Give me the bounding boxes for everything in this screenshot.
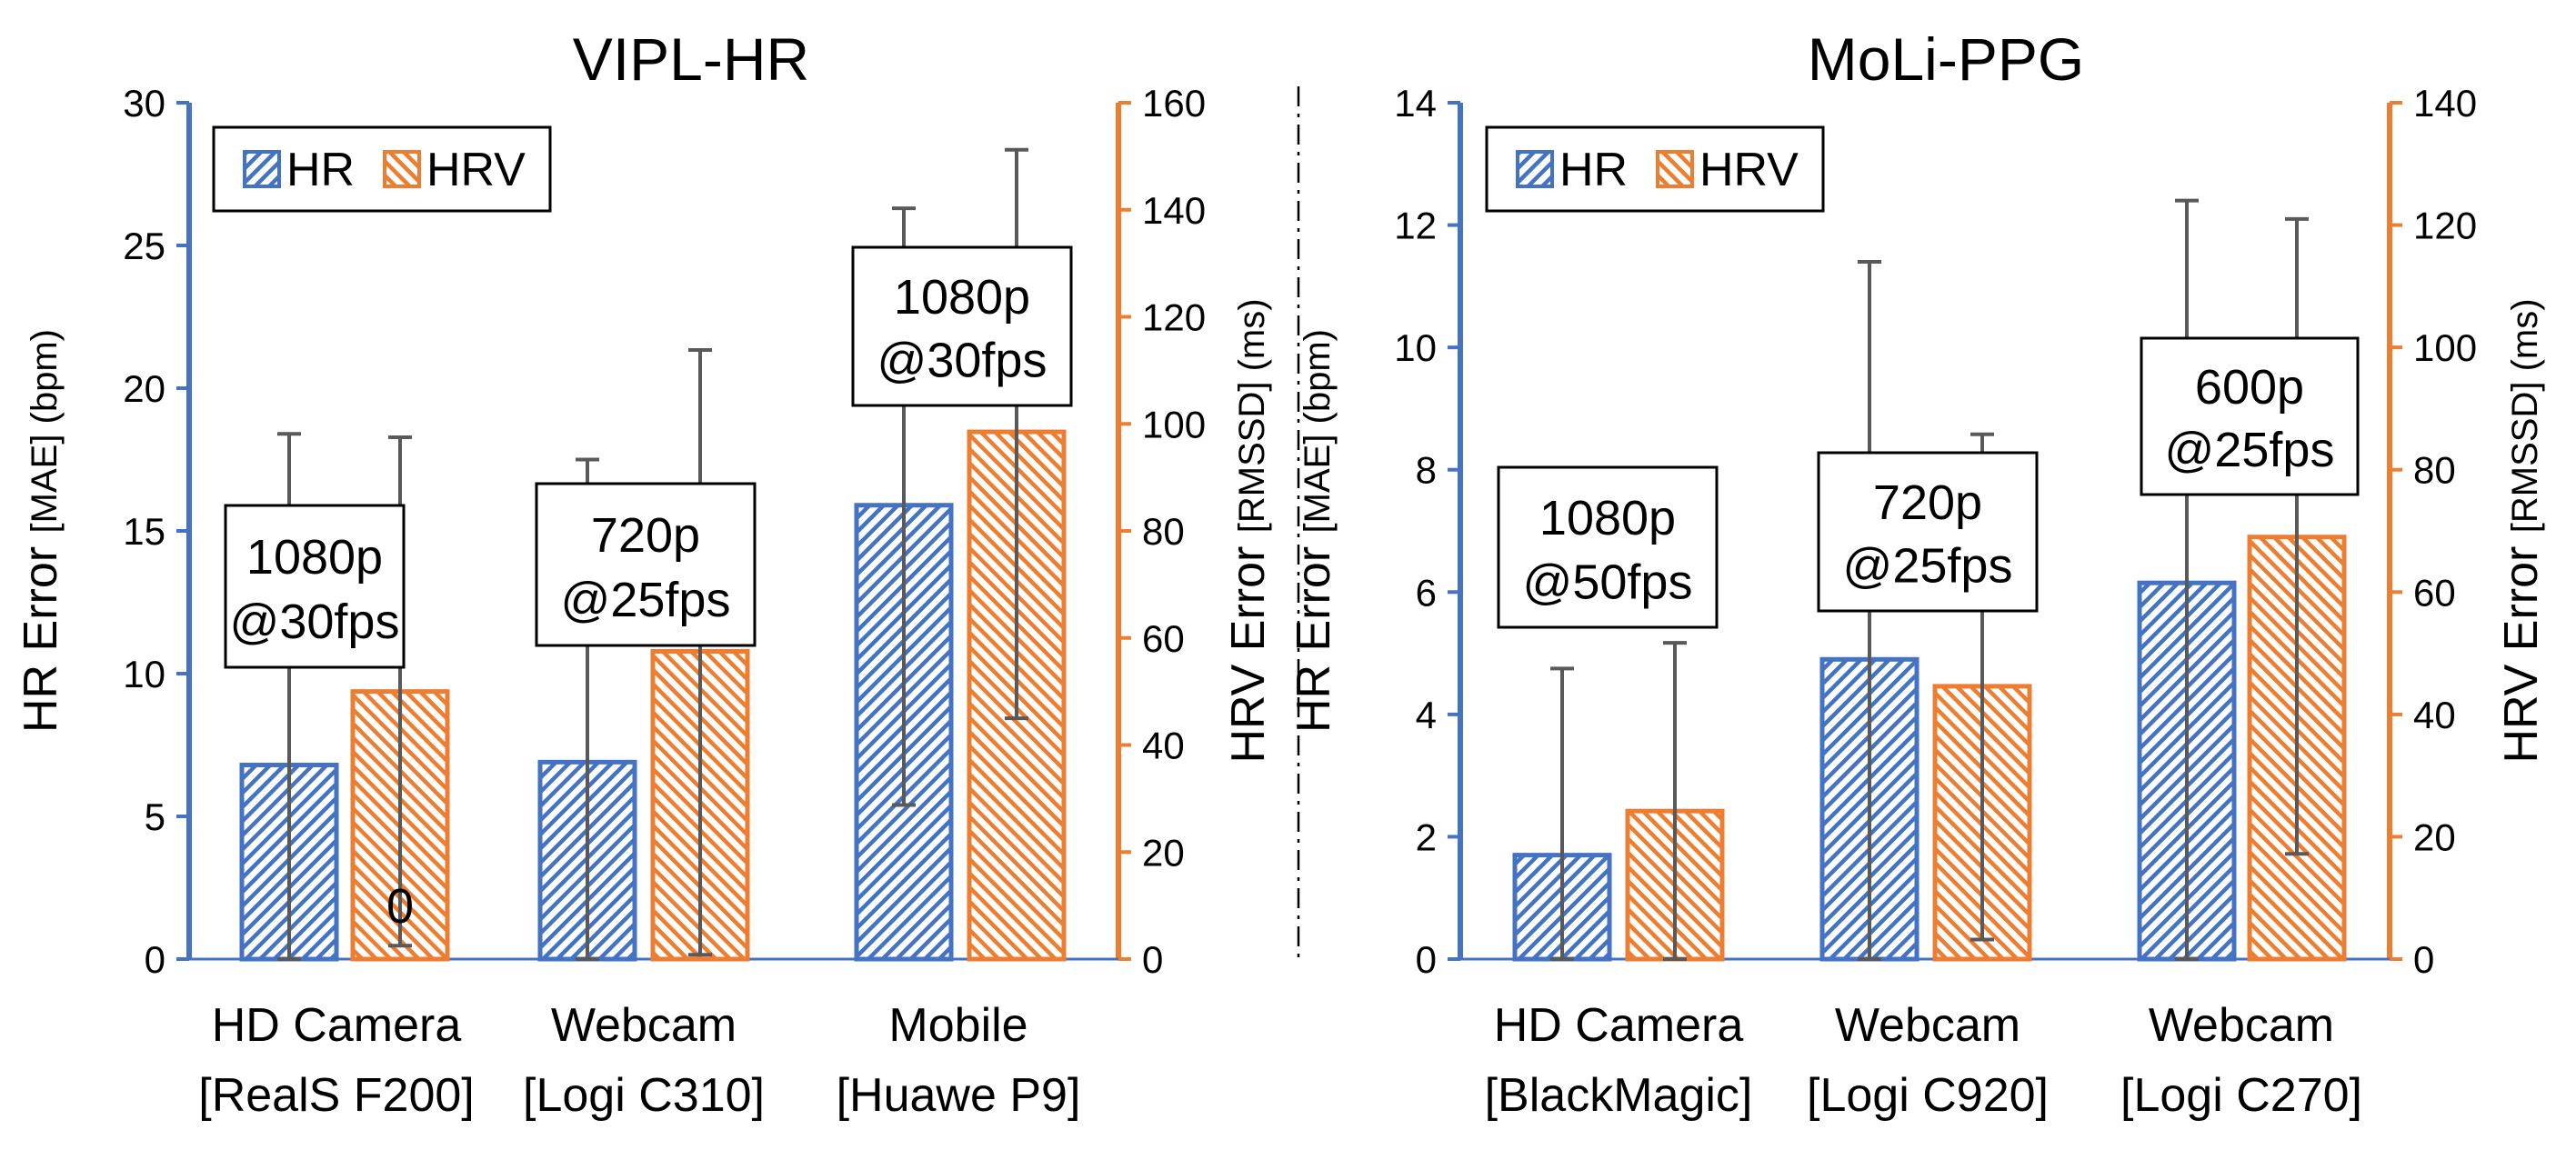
left-axis-tick-label: 15 [123, 510, 165, 553]
resolution-annotation-box [851, 245, 1073, 407]
annotation-framerate: @30fps [877, 334, 1047, 388]
legend-swatch-hrv [383, 150, 421, 188]
legend-label-hr: HR [286, 144, 355, 196]
legend-swatch-hr [243, 150, 281, 188]
right-axis-tick-label: 60 [2413, 571, 2456, 614]
right-axis-tick-label: 160 [1142, 82, 1206, 125]
right-axis-tick-label: 140 [1142, 189, 1206, 232]
right-axis-tick-label: 40 [2413, 694, 2456, 736]
annotation-resolution: 600p [2195, 360, 2304, 415]
bar-data-label: 0 [386, 879, 414, 934]
left-axis-tick-label: 30 [123, 82, 165, 125]
resolution-annotation-box [224, 504, 406, 669]
right-axis-label: HRV Error [RMSSD] (ms) [2495, 298, 2548, 763]
annotation-framerate: @25fps [2165, 423, 2335, 477]
annotation-resolution: 1080p [1539, 491, 1676, 545]
category-sublabel: [Logi C310] [523, 1069, 765, 1122]
left-axis-tick-label: 4 [1416, 694, 1437, 736]
right-axis-tick-label: 80 [2413, 449, 2456, 492]
left-axis-label: HR Error [MAE] (bpm) [1288, 329, 1340, 733]
right-axis-tick-label: 20 [1142, 831, 1185, 874]
right-axis-tick-label: 140 [2413, 82, 2477, 125]
category-label: Webcam [2149, 999, 2334, 1052]
vipl-hr-panel: VIPL-HR 0 5 10 15 20 25 30 0 20 40 60 80 100 120 140 160… [15, 25, 1275, 1122]
left-axis-tick-label: 8 [1416, 449, 1437, 492]
moli-ppg-panel: MoLi-PPG02468101214020406080100120140HR … [1288, 25, 2548, 1122]
left-axis-tick-label: 5 [145, 795, 165, 838]
annotation-resolution: 1080p [894, 270, 1030, 325]
category-sublabel: [Huawe P9] [837, 1069, 1081, 1122]
category-sublabel: [Logi C270] [2120, 1069, 2362, 1122]
right-axis-tick-label: 100 [2413, 326, 2477, 369]
annotation-framerate: @50fps [1523, 555, 1693, 609]
left-axis-tick-label: 0 [1416, 938, 1437, 981]
right-axis-tick-label: 0 [2413, 938, 2434, 981]
category-sublabel: [RealS F200] [198, 1069, 475, 1122]
right-axis-tick-label: 120 [1142, 296, 1206, 339]
legend-swatch-hrv [1656, 150, 1694, 188]
category-sublabel: [BlackMagic] [1485, 1069, 1753, 1122]
left-axis-tick-label: 14 [1394, 82, 1437, 125]
category-label: Mobile [888, 999, 1027, 1052]
category-label: HD Camera [1494, 999, 1744, 1052]
right-axis-tick-label: 60 [1142, 617, 1185, 660]
resolution-annotation-box [1817, 451, 2039, 613]
right-axis-tick-label: 100 [1142, 403, 1206, 445]
annotation-resolution: 720p [1873, 475, 1982, 530]
resolution-annotation-box [1497, 465, 1719, 629]
annotation-framerate: @30fps [230, 595, 400, 649]
annotation-framerate: @25fps [1843, 539, 2013, 594]
category-label: HD Camera [212, 999, 462, 1052]
left-axis-tick-label: 25 [123, 225, 165, 267]
right-axis-tick-label: 40 [1142, 725, 1185, 767]
left-axis-tick-label: 0 [145, 938, 165, 981]
category-label: Webcam [551, 999, 737, 1052]
legend-box [1485, 125, 1825, 213]
legend-label-hr: HR [1559, 144, 1628, 196]
resolution-annotation-box [535, 482, 757, 647]
left-axis-tick-label: 10 [1394, 326, 1437, 369]
left-axis-tick-label: 20 [123, 367, 165, 410]
resolution-annotation-box [2140, 336, 2360, 496]
category-label: Webcam [1835, 999, 2020, 1052]
annotation-framerate: @25fps [561, 573, 731, 627]
left-axis-tick-label: 2 [1416, 815, 1437, 858]
right-axis-tick-label: 20 [2413, 815, 2456, 858]
left-axis-tick-label: 10 [123, 653, 165, 695]
legend-label-hrv: HRV [426, 144, 526, 196]
left-axis-label: HR Error [MAE] (bpm) [15, 329, 67, 733]
left-axis-tick-label: 6 [1416, 571, 1437, 614]
right-axis-label: HRV Error [RMSSD] (ms) [1222, 298, 1275, 763]
chart-title: VIPL-HR [573, 25, 809, 93]
left-axis-tick-label: 12 [1394, 205, 1437, 247]
legend-label-hrv: HRV [1699, 144, 1799, 196]
right-axis-tick-label: 0 [1142, 938, 1163, 981]
right-axis-tick-label: 80 [1142, 510, 1185, 553]
chart-title: MoLi-PPG [1808, 25, 2084, 93]
right-axis-tick-label: 120 [2413, 205, 2477, 247]
category-sublabel: [Logi C920] [1807, 1069, 2049, 1122]
annotation-resolution: 720p [591, 508, 700, 563]
legend-swatch-hr [1516, 150, 1554, 188]
annotation-resolution: 1080p [246, 530, 383, 585]
